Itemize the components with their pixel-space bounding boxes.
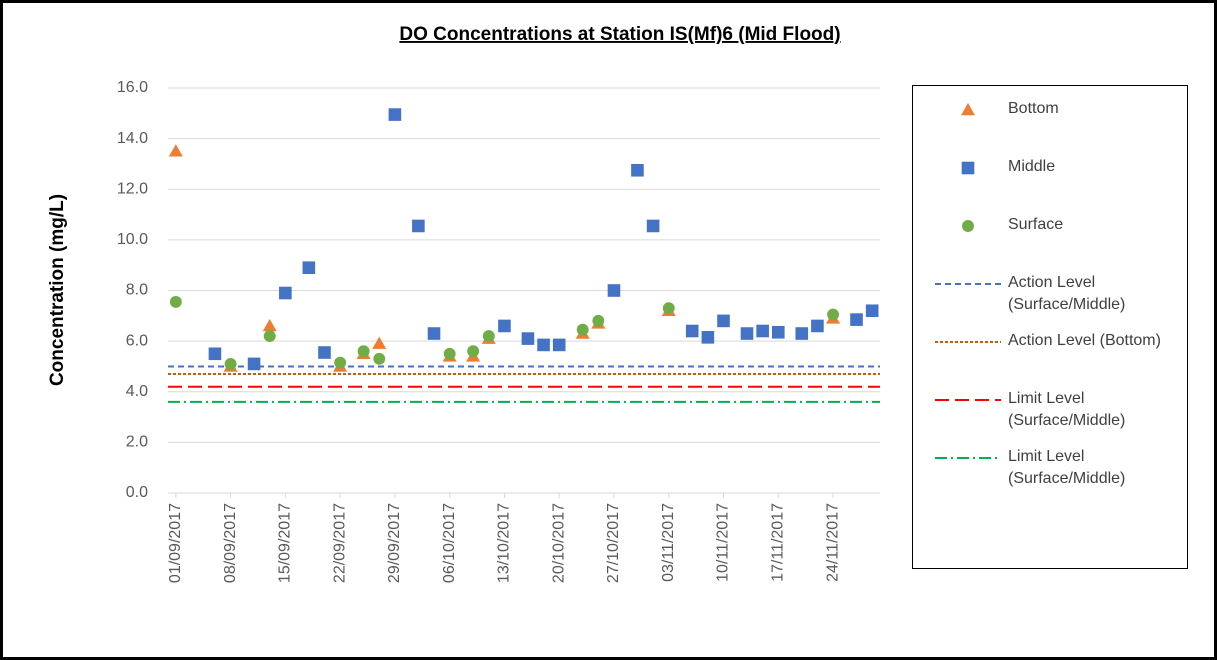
legend-item: Action Level (Surface/Middle) xyxy=(913,272,1183,318)
square-marker xyxy=(607,284,621,297)
circle-marker xyxy=(467,345,480,358)
x-tick-label: 22/09/2017 xyxy=(331,503,348,583)
legend-swatch xyxy=(935,399,1001,401)
x-tick-label: 13/10/2017 xyxy=(496,503,513,583)
square-marker xyxy=(388,108,402,121)
square-marker xyxy=(521,332,535,345)
x-tick-label: 17/11/2017 xyxy=(770,503,787,582)
circle-marker xyxy=(482,330,495,343)
square-marker xyxy=(412,219,425,233)
legend-item: Bottom xyxy=(913,98,1183,144)
square-marker xyxy=(208,347,222,361)
square-marker xyxy=(850,313,863,326)
legend-label: Action Level (Bottom) xyxy=(1008,332,1161,349)
square-marker xyxy=(961,161,975,175)
triangle-marker xyxy=(372,336,387,349)
square-marker xyxy=(247,357,261,371)
square-marker xyxy=(537,338,550,352)
triangle-marker xyxy=(961,103,975,116)
square-marker xyxy=(279,286,292,300)
square-marker xyxy=(318,346,331,359)
x-tick-label: 06/10/2017 xyxy=(441,503,458,583)
circle-marker xyxy=(263,330,276,343)
circle-marker xyxy=(224,357,237,370)
square-marker xyxy=(717,314,730,328)
circle-marker xyxy=(662,302,675,315)
square-marker xyxy=(865,304,879,318)
legend-swatch xyxy=(935,283,1001,285)
y-tick-label: 10.0 xyxy=(117,231,148,248)
legend-swatch xyxy=(935,457,1001,459)
circle-marker xyxy=(962,220,974,232)
legend-swatch xyxy=(962,220,974,232)
square-marker xyxy=(427,327,441,340)
legend-item: Action Level (Bottom) xyxy=(913,330,1183,376)
legend: Bottom Middle Surface Action Level (Surface… xyxy=(912,85,1188,569)
square-marker xyxy=(701,331,715,344)
x-tick-label: 24/11/2017 xyxy=(824,503,841,582)
chart-title: DO Concentrations at Station IS(Mf)6 (Mi… xyxy=(399,24,840,45)
circle-marker xyxy=(169,295,182,308)
square-marker xyxy=(685,324,699,338)
y-tick-label: 14.0 xyxy=(117,130,148,147)
legend-swatch xyxy=(961,161,975,175)
y-tick-label: 0.0 xyxy=(126,484,148,501)
circle-marker xyxy=(373,352,386,365)
x-tick-label: 10/11/2017 xyxy=(715,503,732,582)
y-tick-label: 16.0 xyxy=(117,79,148,96)
legend-label: Limit Level (Surface/Middle) xyxy=(1008,448,1126,487)
triangle-marker xyxy=(262,318,277,332)
square-marker xyxy=(552,338,566,352)
circle-marker xyxy=(334,356,347,369)
y-axis-label: Concentration (mg/L) xyxy=(47,194,68,386)
y-tick-label: 4.0 xyxy=(126,383,148,400)
legend-item: Limit Level (Surface/Middle) xyxy=(913,446,1183,492)
square-marker xyxy=(302,261,316,275)
legend-item: Surface xyxy=(913,214,1183,260)
square-marker xyxy=(646,219,660,233)
x-tick-label: 08/09/2017 xyxy=(222,503,239,583)
square-marker xyxy=(771,325,785,339)
legend-item: Limit Level (Surface/Middle) xyxy=(913,388,1183,434)
circle-marker xyxy=(443,347,456,360)
legend-swatch xyxy=(961,103,975,116)
legend-swatch xyxy=(935,341,1001,343)
x-tick-label: 01/09/2017 xyxy=(167,503,184,583)
square-marker xyxy=(631,163,644,177)
triangle-marker xyxy=(168,144,183,157)
circle-marker xyxy=(357,345,370,358)
x-tick-label: 27/10/2017 xyxy=(605,503,622,583)
y-tick-label: 8.0 xyxy=(126,282,148,299)
square-marker xyxy=(811,319,824,333)
legend-label: Surface xyxy=(1008,216,1064,233)
circle-marker xyxy=(576,323,589,336)
y-tick-label: 6.0 xyxy=(126,332,148,349)
y-tick-label: 12.0 xyxy=(117,180,148,197)
legend-item: Middle xyxy=(913,156,1183,202)
circle-marker xyxy=(592,314,605,327)
square-marker xyxy=(756,324,769,338)
legend-label: Limit Level (Surface/Middle) xyxy=(1008,390,1126,429)
x-tick-label: 20/10/2017 xyxy=(550,503,567,583)
x-tick-label: 29/09/2017 xyxy=(386,503,403,583)
square-marker xyxy=(498,319,511,333)
x-tick-label: 15/09/2017 xyxy=(277,503,294,583)
legend-label: Action Level (Surface/Middle) xyxy=(1008,274,1126,313)
y-tick-label: 2.0 xyxy=(126,434,148,451)
legend-label: Bottom xyxy=(1008,100,1059,117)
square-marker xyxy=(740,327,754,340)
x-tick-label: 03/11/2017 xyxy=(660,503,677,582)
legend-label: Middle xyxy=(1008,158,1056,175)
square-marker xyxy=(795,327,809,340)
circle-marker xyxy=(827,308,840,321)
